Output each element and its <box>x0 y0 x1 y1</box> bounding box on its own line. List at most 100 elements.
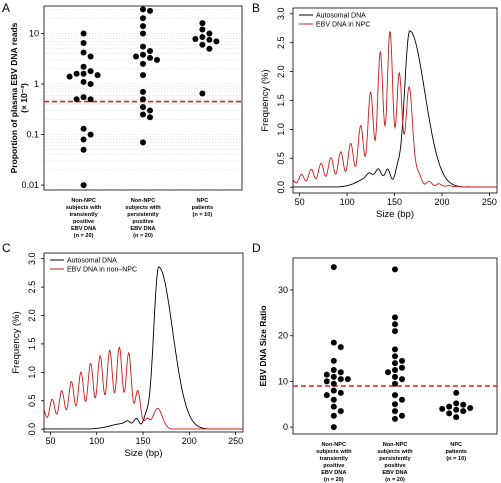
data-point <box>453 406 460 413</box>
data-point <box>206 30 213 37</box>
data-point <box>147 107 153 114</box>
data-point <box>80 182 87 189</box>
data-point <box>140 96 146 103</box>
y-tick-label: 2.5 <box>27 281 37 294</box>
data-point <box>330 396 337 403</box>
category-label-line: NPC <box>196 198 208 204</box>
y-tick-label: 3.0 <box>27 252 37 265</box>
data-point <box>337 344 344 351</box>
category-label-line: positive <box>73 219 94 225</box>
data-point <box>392 360 398 367</box>
data-point <box>199 34 206 41</box>
category-label-line: EBV DNA <box>321 470 346 476</box>
category-label-line: patients <box>445 449 466 455</box>
panel-letter-b: B <box>252 1 260 15</box>
y-tick-label: 0 <box>283 422 288 432</box>
y-tick-label: 1 <box>34 79 39 89</box>
x-tick-label: 200 <box>182 436 197 446</box>
data-point <box>80 63 87 70</box>
data-point <box>87 131 94 138</box>
data-point <box>399 364 405 371</box>
x-tick-label: 150 <box>136 436 151 446</box>
data-point <box>330 373 337 380</box>
data-point <box>330 412 337 419</box>
y-tick-label: 0.5 <box>276 152 286 165</box>
category-label-line: Non-NPC <box>71 198 96 204</box>
data-point <box>399 357 405 364</box>
data-point <box>140 51 146 58</box>
x-axis-label: Size (bp) <box>124 448 162 459</box>
data-point <box>392 367 398 373</box>
legend-label: EBV DNA in NPC <box>316 22 370 29</box>
panel-c-line-chart: 50 100 150 200 250 0.0 0.5 1.0 1.5 2.0 2.5 3.0 Autos… <box>11 252 244 459</box>
data-point <box>140 111 146 118</box>
plot-frame <box>43 252 244 433</box>
data-point <box>467 404 474 411</box>
category-label-line: EBV DNA <box>382 470 407 476</box>
data-point <box>140 30 146 37</box>
legend-label: Autosomal DNA <box>67 258 117 265</box>
data-point <box>154 56 160 63</box>
data-point <box>80 94 87 101</box>
data-point <box>80 49 87 56</box>
series-line <box>44 266 243 430</box>
category-label-line: subjects with <box>125 205 161 211</box>
data-point <box>213 38 220 45</box>
x-tick-label: 200 <box>434 197 449 207</box>
y-tick-label: 1.5 <box>276 94 286 107</box>
series-line <box>43 346 243 430</box>
data-point <box>199 26 206 33</box>
category-label-line: subjects with <box>316 449 352 455</box>
data-point <box>392 346 398 353</box>
data-point <box>392 408 398 415</box>
y-tick-label: 1.0 <box>276 123 286 136</box>
data-point <box>392 314 398 321</box>
x-tick-label: 250 <box>228 436 243 446</box>
y-axis-label: Frequency (%) <box>260 69 271 131</box>
data-point <box>330 424 337 431</box>
category-label-line: persistently <box>127 212 159 218</box>
data-point <box>392 353 398 360</box>
data-point <box>80 30 87 37</box>
category-label-line: transiently <box>69 212 98 218</box>
y-axis-label: EBV DNA Size Ratio <box>258 306 268 387</box>
data-point <box>192 35 199 42</box>
data-point <box>323 392 330 399</box>
category-label-line: (n = 20) <box>74 233 94 239</box>
legend-label: EBV DNA in non–NPC <box>67 267 137 274</box>
data-point <box>453 389 460 396</box>
category-label-line: EBV DNA <box>130 226 155 232</box>
y-tick-label: 0.0 <box>27 423 37 436</box>
data-point <box>323 371 330 378</box>
x-tick-label: 150 <box>387 197 402 207</box>
data-point <box>330 367 337 373</box>
plot-frame <box>292 7 498 194</box>
data-point <box>80 70 87 77</box>
data-point <box>80 136 87 143</box>
category-label-line: (n = 20) <box>385 477 405 483</box>
data-point <box>206 45 213 52</box>
data-point <box>140 139 146 146</box>
y-tick-label: 2.5 <box>276 36 286 49</box>
panel-letter-c: C <box>2 241 11 255</box>
category-label-line: persistently <box>379 456 411 462</box>
series-line <box>292 30 497 188</box>
category-label-line: EBV DNA <box>71 226 96 232</box>
data-point <box>80 39 87 46</box>
y-tick-label: 0.5 <box>27 394 37 407</box>
category-label-line: (n = 10) <box>193 212 213 218</box>
x-axis-label: Size (bp) <box>376 209 414 220</box>
y-tick-label: 0.0 <box>276 181 286 194</box>
data-point <box>446 410 453 417</box>
y-tick-label: 0.1 <box>26 130 39 140</box>
data-point <box>199 41 206 48</box>
data-point <box>337 408 344 415</box>
data-point <box>80 146 87 153</box>
y-tick-label: 2.0 <box>27 309 37 322</box>
data-point <box>87 96 94 103</box>
y-tick-label: 3.0 <box>276 8 286 21</box>
panel-b-line-chart: 50 100 150 200 250 0.0 0.5 1.0 1.5 2.0 2.5 3.0 Autos… <box>260 7 498 220</box>
data-point <box>330 380 337 387</box>
category-label-line: subjects with <box>66 205 102 211</box>
